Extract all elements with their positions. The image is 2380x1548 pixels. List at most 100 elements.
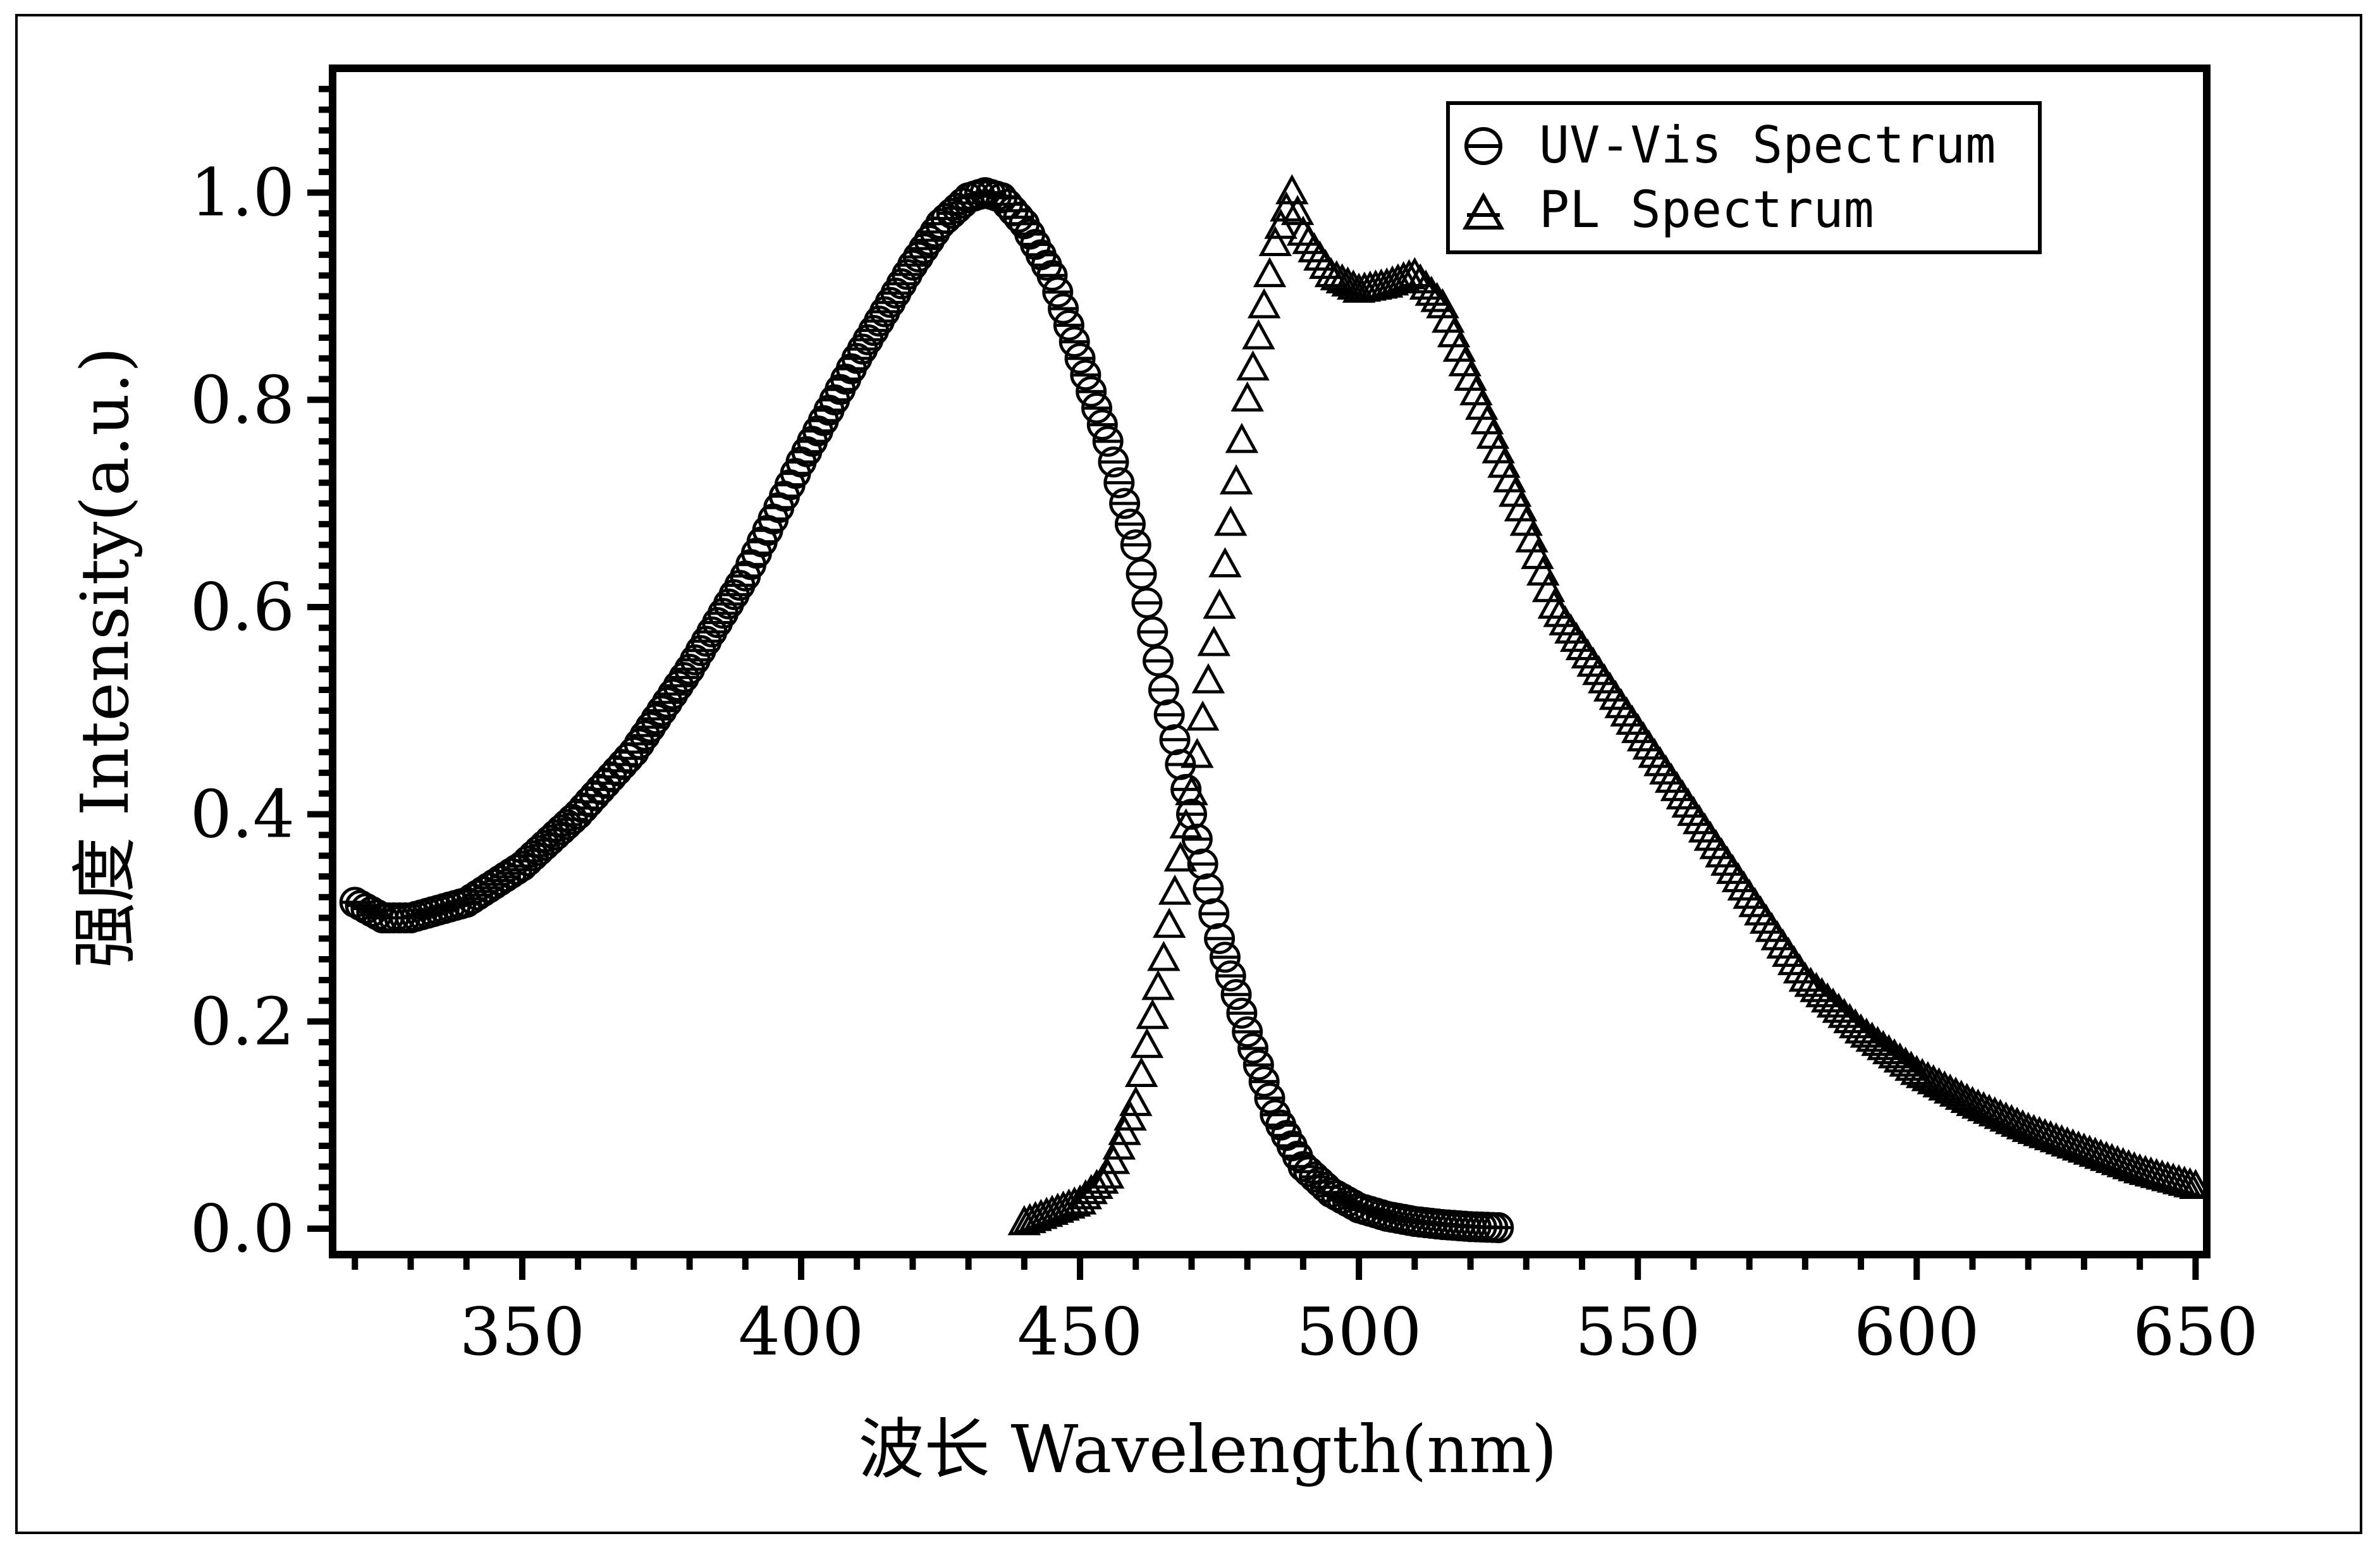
uv-vis-point <box>914 224 945 256</box>
uv-vis-point <box>1053 309 1084 341</box>
uv-vis-point <box>1204 923 1236 954</box>
uv-vis-point <box>1187 848 1218 880</box>
pl-point <box>1398 257 1432 288</box>
y-tick-label: 1.0 <box>190 154 295 231</box>
uv-vis-point <box>623 728 655 759</box>
uv-vis-point <box>1254 1083 1285 1114</box>
pl-point <box>1387 261 1420 292</box>
x-tick-label: 500 <box>1296 1293 1422 1370</box>
uv-vis-point <box>1126 558 1157 590</box>
uv-vis-point <box>1153 699 1185 730</box>
y-tick-label: 0.8 <box>190 361 295 438</box>
uv-vis-point <box>1242 1049 1274 1081</box>
uv-vis-point <box>635 711 666 743</box>
uv-vis-point <box>1081 392 1113 424</box>
pl-point <box>1800 972 1833 1002</box>
uv-vis-point <box>1058 326 1090 358</box>
pl-point <box>1214 505 1248 536</box>
uv-vis-point <box>1181 823 1213 855</box>
pl-point <box>1225 422 1259 453</box>
uv-vis-point <box>1193 873 1224 905</box>
uv-vis-point <box>1198 898 1230 930</box>
pl-point <box>1086 1164 1119 1194</box>
uv-vis-point <box>1086 409 1118 441</box>
pl-point <box>1810 982 1844 1013</box>
uv-vis-point <box>1048 293 1079 324</box>
pl-point <box>1788 961 1822 992</box>
pl-point <box>1242 319 1275 350</box>
uv-vis-point <box>1137 616 1169 648</box>
uv-vis-point <box>1159 724 1191 756</box>
pl-point <box>1253 257 1287 288</box>
pl-point <box>1074 1174 1108 1205</box>
uv-vis-point <box>1226 997 1258 1029</box>
pl-point <box>1420 281 1454 312</box>
x-tick-label: 350 <box>460 1293 586 1370</box>
uv-vis-point <box>651 687 683 718</box>
uv-vis-point <box>646 695 677 727</box>
uv-vis-point <box>1003 202 1034 233</box>
pl-point <box>1102 1129 1136 1160</box>
pl-point <box>1849 1017 1884 1048</box>
pl-point <box>1208 547 1242 577</box>
uv-vis-point <box>657 679 689 710</box>
uv-vis-point <box>1248 1066 1280 1097</box>
pl-point <box>1181 737 1214 768</box>
triangle-marker-icon <box>1462 192 1505 230</box>
pl-point <box>1119 1086 1153 1116</box>
uv-vis-point <box>1109 488 1141 519</box>
legend-label-uv: UV-Vis Spectrum <box>1539 116 1996 175</box>
x-tick-label: 650 <box>2133 1293 2259 1370</box>
uv-vis-point <box>1036 260 1068 292</box>
uv-vis-point <box>1215 960 1246 992</box>
pl-point <box>1236 350 1270 381</box>
uv-vis-point <box>1092 426 1124 457</box>
pl-series <box>1007 174 2207 1236</box>
pl-point <box>1096 1143 1131 1174</box>
uv-vis-point <box>1131 587 1163 618</box>
pl-point <box>1158 875 1192 905</box>
y-tick-label: 0.6 <box>190 568 295 646</box>
uv-vis-point <box>1064 343 1096 374</box>
pl-point <box>1219 464 1253 494</box>
pl-point <box>1169 808 1203 838</box>
uv-vis-point <box>897 249 928 281</box>
uv-vis-point <box>1209 942 1241 973</box>
uv-vis-point <box>1237 1033 1269 1064</box>
uv-vis-point <box>641 703 672 735</box>
uv-vis-point <box>908 233 940 264</box>
pl-point <box>1152 907 1186 938</box>
y-axis-ticks: 0.0 0.2 0.4 0.6 0.8 1.0 <box>190 85 333 1267</box>
uv-vis-point <box>618 736 649 768</box>
pl-point <box>1203 588 1236 619</box>
uv-vis-point <box>1042 276 1074 308</box>
uv-vis-point <box>1165 749 1196 780</box>
pl-point <box>2179 1169 2207 1199</box>
figure-frame <box>15 14 2362 1534</box>
pl-point <box>1230 381 1264 412</box>
uv-vis-point <box>1220 979 1252 1010</box>
pl-point <box>1280 195 1315 225</box>
legend: UV-Vis Spectrum PL Spectrum <box>1446 101 2042 254</box>
uv-vis-point <box>1143 645 1174 677</box>
pl-point <box>1889 1046 1922 1077</box>
x-tick-label: 600 <box>1854 1293 1980 1370</box>
pl-point <box>1163 841 1198 872</box>
pl-point <box>1091 1158 1125 1189</box>
pl-point <box>1258 226 1292 257</box>
uv-vis-point <box>1176 799 1207 830</box>
legend-item-pl: PL Spectrum <box>1462 180 1874 239</box>
y-tick-label: 0.2 <box>190 983 295 1060</box>
pl-point <box>1805 977 1839 1007</box>
pl-point <box>1839 1008 1872 1039</box>
uv-vis-point <box>663 670 694 702</box>
pl-point <box>1069 1179 1103 1210</box>
pl-point <box>1136 998 1169 1029</box>
x-tick-label: 550 <box>1575 1293 1701 1370</box>
uv-vis-point <box>1232 1016 1263 1048</box>
y-axis-title: 强度 Intensity(a.u.) <box>66 347 144 969</box>
pl-point <box>1186 700 1220 731</box>
pl-point <box>1108 1115 1141 1145</box>
y-tick-label: 0.4 <box>190 776 295 853</box>
